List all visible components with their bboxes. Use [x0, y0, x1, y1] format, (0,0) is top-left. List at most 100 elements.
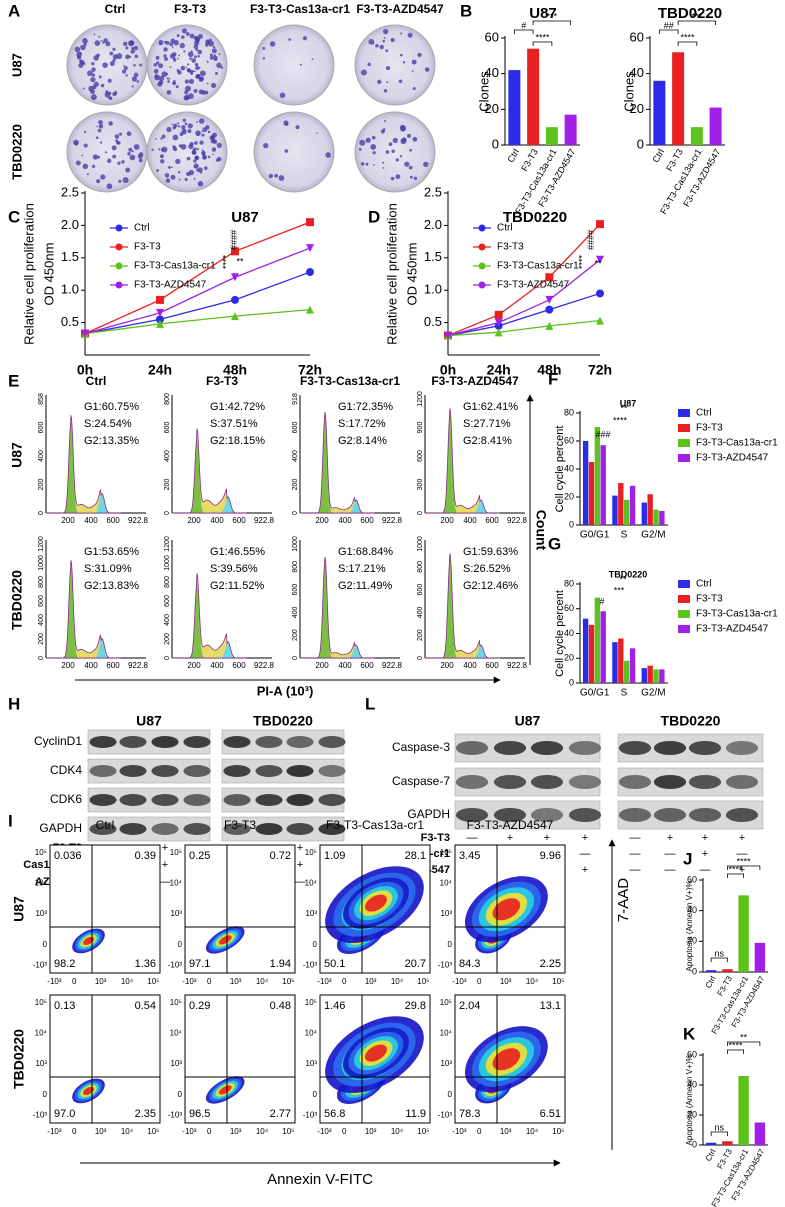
- significance-label: **: [594, 258, 602, 268]
- treatment-sign: —: [467, 832, 478, 844]
- x-tick-label: Ctrl: [704, 1147, 718, 1162]
- colony: [109, 61, 115, 67]
- column-header: F3-T3-Cas13a-cr1: [300, 374, 400, 388]
- group-header: U87: [136, 713, 162, 729]
- y-tick-label: 400: [292, 606, 299, 618]
- colony: [130, 49, 135, 54]
- colony: [172, 134, 179, 141]
- cycle-stat: G1:60.75%: [84, 401, 139, 413]
- colony: [122, 41, 128, 47]
- y-tick-label: 10⁵: [305, 998, 317, 1007]
- quadrant-value: 84.3: [459, 958, 480, 970]
- treatment-sign: —: [630, 864, 641, 876]
- y-tick-label: 600: [38, 595, 45, 607]
- blot-band: [255, 736, 283, 748]
- y-tick-label: 1.5: [424, 249, 442, 264]
- significance-bracket: [677, 20, 717, 25]
- cycle-stat: G1:68.84%: [338, 546, 393, 558]
- colony: [167, 80, 170, 83]
- y-tick-label: 200: [417, 629, 424, 641]
- significance-label: ****: [535, 32, 550, 42]
- point: [306, 305, 314, 314]
- colony: [133, 72, 139, 78]
- colony: [87, 70, 93, 77]
- x-tick-label: 600: [232, 516, 246, 525]
- quadrant-value: 78.3: [459, 1108, 480, 1120]
- y-tick-label: 0: [38, 656, 45, 660]
- panel-label: D: [368, 207, 380, 226]
- colony: [207, 130, 211, 134]
- colony: [392, 137, 398, 144]
- colony: [199, 171, 203, 174]
- colony: [90, 76, 96, 83]
- x-tick-label: 400: [463, 661, 477, 670]
- colony: [399, 53, 403, 57]
- bar: [594, 597, 601, 683]
- colony: [179, 42, 185, 49]
- treatment-sign: —: [580, 848, 591, 860]
- colony: [102, 41, 105, 44]
- colony: [195, 48, 199, 52]
- colony: [278, 175, 285, 181]
- blot-band: [530, 808, 564, 822]
- blot-band: [725, 808, 759, 822]
- protein-label: CDK6: [50, 792, 82, 806]
- colony: [188, 78, 195, 85]
- y-axis-title: Count: [533, 510, 549, 551]
- colony: [365, 162, 369, 166]
- chart-title: U87: [529, 5, 557, 22]
- blot-band: [223, 765, 251, 777]
- legend-swatch: [678, 439, 690, 447]
- colony: [108, 121, 113, 126]
- x-tick-label: Ctrl: [506, 147, 522, 164]
- group-header: TBD0220: [253, 713, 313, 729]
- line: [447, 223, 601, 337]
- colony: [360, 69, 367, 76]
- bar: [624, 660, 630, 683]
- blot-band: [725, 741, 759, 755]
- quadrant-value: 98.2: [54, 958, 75, 970]
- blot-band: [119, 823, 147, 835]
- y-tick-label: -10³: [33, 960, 48, 969]
- x-tick-label: 10⁵: [147, 1127, 159, 1136]
- significance-label: **: [740, 1032, 748, 1042]
- y-tick-label: -10³: [438, 1110, 453, 1119]
- plate: [66, 111, 148, 193]
- colony: [411, 59, 417, 65]
- cycle-stat: S:24.54%: [84, 418, 132, 430]
- y-tick-label: 800: [164, 576, 171, 588]
- colony: [385, 49, 389, 53]
- x-tick-label: Ctrl: [704, 974, 718, 989]
- bar: [659, 669, 665, 683]
- colony: [371, 135, 376, 140]
- point: [306, 244, 314, 253]
- x-tick-label: 922.8: [507, 661, 528, 670]
- y-tick-label: 0.5: [424, 314, 442, 329]
- colony: [169, 66, 172, 68]
- colony: [417, 52, 422, 58]
- bar: [754, 1122, 766, 1145]
- colony: [161, 71, 168, 78]
- cycle-stat: G2:11.49%: [338, 580, 392, 592]
- blot-band: [183, 823, 211, 835]
- y-tick-label: 0: [448, 1090, 453, 1099]
- colony: [158, 148, 161, 151]
- colony: [194, 141, 198, 145]
- colony: [122, 177, 129, 184]
- colony: [377, 79, 382, 85]
- colony: [173, 82, 176, 85]
- x-tick-label: 200: [315, 661, 329, 670]
- y-axis-label: Clones: [621, 71, 636, 112]
- bar: [754, 942, 766, 972]
- protein-label: CDK4: [50, 763, 82, 777]
- significance-label: ****: [728, 864, 743, 874]
- bar: [738, 1076, 749, 1145]
- colony: [183, 128, 186, 132]
- blot-band: [318, 823, 346, 835]
- bar: [722, 1141, 733, 1145]
- x-tick-label: 10³: [230, 1127, 242, 1136]
- blot-band: [255, 794, 283, 806]
- line: [84, 308, 311, 335]
- bar: [618, 483, 624, 525]
- colony: [269, 41, 276, 47]
